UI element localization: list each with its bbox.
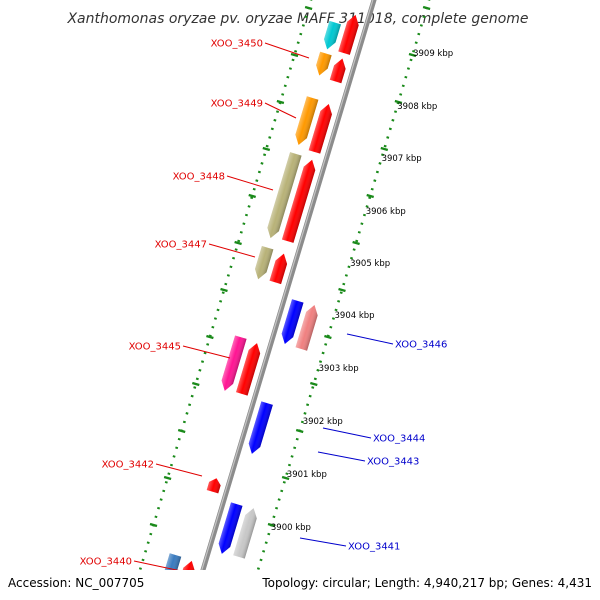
kbp-label: 3908 kbp — [397, 102, 437, 112]
gene-feature[interactable] — [321, 20, 341, 51]
gene-feature[interactable] — [281, 158, 318, 243]
kbp-label: 3902 kbp — [303, 417, 343, 427]
gene-feature[interactable] — [293, 96, 319, 146]
map-title: Xanthomonas oryzae pv. oryzae MAFF 31101… — [66, 11, 528, 27]
gene-label[interactable]: XOO_3449 — [211, 99, 263, 110]
gene-label[interactable]: XOO_3440 — [80, 557, 132, 568]
left-gene-labels: XOO_3450 XOO_3449 XOO_3448 XOO_3447 XOO_3445… — [80, 39, 310, 572]
kbp-label: 3906 kbp — [366, 207, 406, 217]
kbp-scale: 3909 kbp 3908 kbp 3907 kbp 3906 kbp 3905 kbp… — [271, 49, 453, 533]
right-gene-labels: XOO_3446 XOO_3444 XOO_3443 XOO_3441 — [299, 333, 447, 553]
gene-feature[interactable] — [279, 299, 304, 346]
gene-label[interactable]: XOO_3444 — [373, 434, 425, 445]
gene-label[interactable]: XOO_3448 — [173, 172, 225, 183]
kbp-label: 3903 kbp — [319, 364, 359, 374]
kbp-label: 3905 kbp — [350, 259, 390, 269]
gene-label[interactable]: XOO_3445 — [129, 342, 181, 353]
gene-feature[interactable] — [206, 477, 223, 494]
tick-track — [129, 0, 431, 600]
gene-feature[interactable] — [269, 252, 290, 285]
gene-feature[interactable] — [329, 57, 348, 84]
gene-feature[interactable] — [252, 245, 274, 281]
footer-background — [0, 570, 600, 600]
gene-feature[interactable] — [246, 401, 273, 455]
gene-feature[interactable] — [216, 502, 243, 555]
gene-label[interactable]: XOO_3447 — [155, 240, 207, 251]
gene-label[interactable]: XOO_3441 — [348, 542, 400, 553]
kbp-label: 3904 kbp — [335, 311, 375, 321]
gene-label[interactable]: XOO_3446 — [395, 340, 447, 351]
genome-summary-text: Topology: circular; Length: 4,940,217 bp… — [261, 576, 592, 590]
gene-feature[interactable] — [338, 13, 361, 55]
gene-label[interactable]: XOO_3450 — [211, 39, 263, 50]
gene-feature[interactable] — [233, 506, 259, 559]
gene-feature[interactable] — [314, 51, 332, 77]
gene-feature[interactable] — [265, 152, 302, 240]
gene-feature[interactable] — [308, 102, 335, 154]
gene-feature[interactable] — [236, 341, 263, 396]
kbp-label: 3900 kbp — [271, 523, 311, 533]
kbp-label: 3901 kbp — [287, 470, 327, 480]
accession-text: Accession: NC_007705 — [8, 576, 144, 590]
gene-label[interactable]: XOO_3443 — [367, 457, 419, 468]
genome-backbone — [191, 0, 377, 600]
gene-label[interactable]: XOO_3442 — [102, 460, 154, 471]
gene-feature[interactable] — [295, 303, 321, 351]
kbp-label: 3909 kbp — [413, 49, 453, 59]
gene-feature[interactable] — [219, 335, 247, 392]
kbp-label: 3907 kbp — [382, 154, 422, 164]
